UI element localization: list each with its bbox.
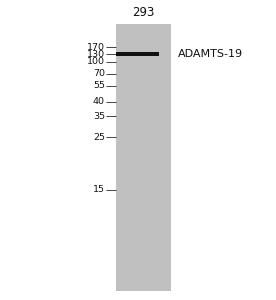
- Text: 15: 15: [93, 185, 105, 194]
- Text: 40: 40: [93, 98, 105, 106]
- Text: 293: 293: [132, 7, 155, 20]
- Bar: [116, 52, 159, 56]
- Text: 100: 100: [87, 57, 105, 66]
- Text: 170: 170: [87, 43, 105, 52]
- Text: 25: 25: [93, 133, 105, 142]
- Text: ADAMTS-19: ADAMTS-19: [178, 49, 243, 59]
- Text: 55: 55: [93, 81, 105, 90]
- Bar: [116, 24, 171, 291]
- Text: 130: 130: [87, 50, 105, 58]
- Text: 35: 35: [93, 112, 105, 121]
- Text: 70: 70: [93, 69, 105, 78]
